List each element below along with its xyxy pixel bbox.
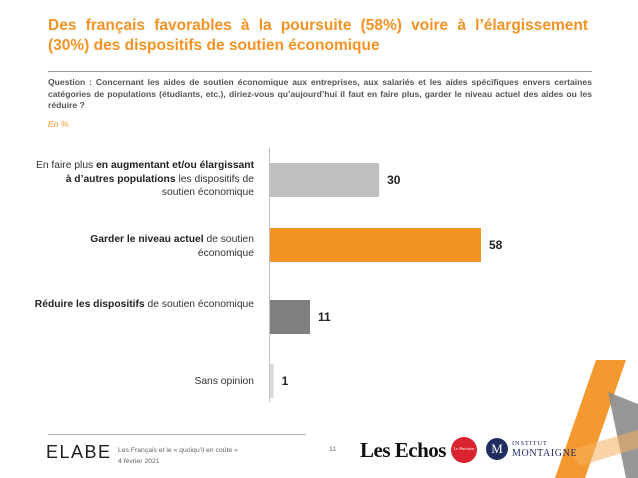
category-label-keep-post: de soutien économique xyxy=(197,234,254,259)
les-echos-logo: Les Echos xyxy=(360,438,446,462)
category-label-more-post: les dispositifs de soutien économique xyxy=(161,173,254,199)
le-parisien-logo: Le Parisien xyxy=(451,437,477,463)
bar-reduce xyxy=(270,300,311,334)
category-label-keep-bold: Garder le niveau actuel xyxy=(90,234,204,245)
bar-keep xyxy=(270,228,481,262)
institut-montaigne-logo: INSTITUT MONTAIGNE xyxy=(512,440,577,459)
category-label-more-bold: en augmentant et/ou élargissant à d’autr… xyxy=(65,160,254,185)
category-label-reduce-post: de soutien économique xyxy=(144,299,254,310)
footer-study-title: Les Français et le « quoiqu’il en coûte … xyxy=(118,447,238,454)
bar-value-label-more: 30 xyxy=(387,173,401,187)
institut-montaigne-line2: MONTAIGNE xyxy=(512,448,578,459)
survey-question: Question : Concernant les aides de souti… xyxy=(48,77,592,110)
category-label-reduce: Réduire les dispositifs de soutien écono… xyxy=(34,298,254,312)
footer-date: 4 février 2021 xyxy=(118,458,160,465)
footer-divider xyxy=(48,434,306,435)
le-parisien-logo-text: Le Parisien xyxy=(453,446,475,451)
bar-more xyxy=(270,163,380,197)
category-label-keep: Garder le niveau actuel de soutien écono… xyxy=(34,233,254,260)
institut-montaigne-badge-icon: M xyxy=(486,438,508,460)
bar-value-label-no-opinion: 1 xyxy=(282,374,289,388)
category-label-no-opinion: Sans opinion xyxy=(34,375,254,389)
bar-no-opinion xyxy=(270,364,274,398)
page-number: 11 xyxy=(329,446,337,453)
category-label-more: En faire plus en augmentant et/ou élargi… xyxy=(34,159,254,200)
category-label-reduce-bold: Réduire les dispositifs xyxy=(34,299,145,310)
corner-logo-mark xyxy=(555,360,638,478)
footer-info: Les Français et le « quoiqu’il en coûte … xyxy=(118,445,238,467)
title-divider xyxy=(48,71,592,72)
category-label-more-pre: En faire plus xyxy=(35,160,97,171)
institut-montaigne-line1: INSTITUT xyxy=(512,440,548,447)
unit-label: En % xyxy=(48,119,69,129)
category-label-no-opinion-pre: Sans opinion xyxy=(194,376,254,387)
page-title: Des français favorables à la poursuite (… xyxy=(48,17,588,54)
bar-value-label-keep: 58 xyxy=(489,238,503,252)
elabe-logo: ELABE xyxy=(46,442,112,462)
bar-value-label-reduce: 11 xyxy=(318,310,331,324)
